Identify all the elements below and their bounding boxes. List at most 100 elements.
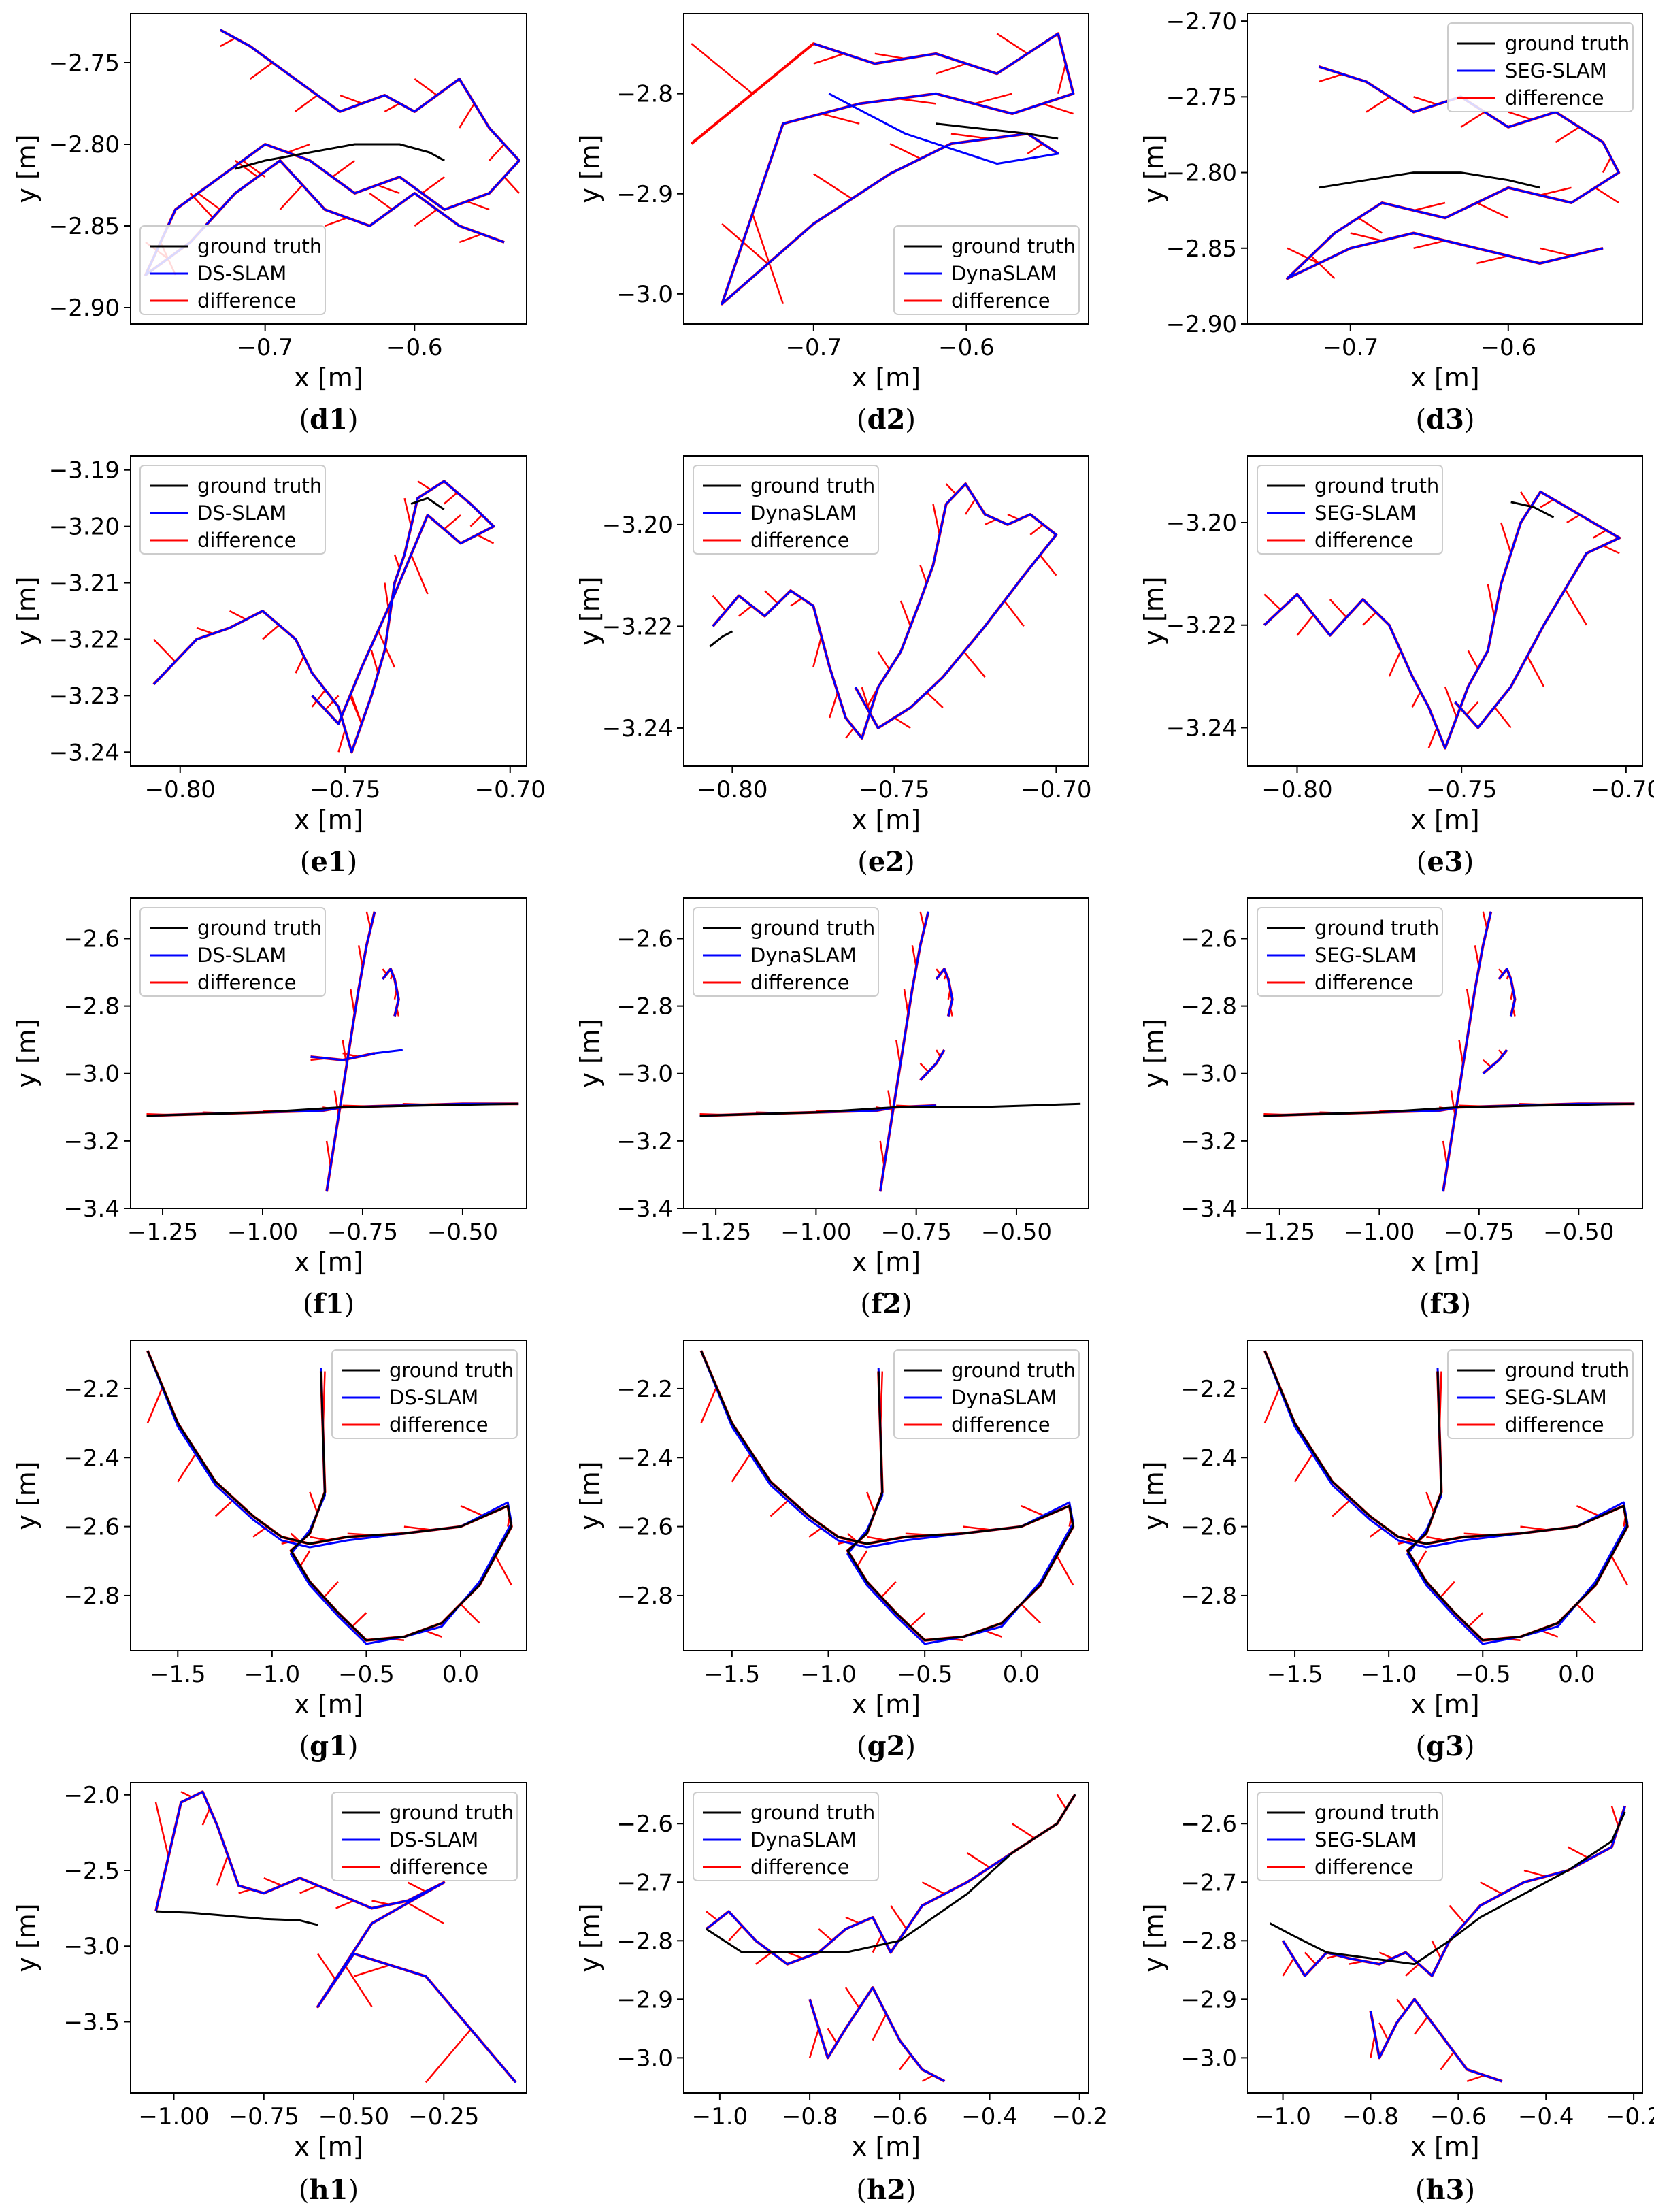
series-est-h1 [154,1790,517,2083]
chart-panel-d3: −0.7 −0.6 −2.70 −2.75 −2.80 −2.85 −2.90 x [m] y … [1139,8,1643,435]
difference-segment [1610,1555,1628,1586]
x-axis-label: x [m] [852,805,921,835]
x-axis-label: x [m] [1410,363,1479,393]
caption-index: 2 [887,1730,906,1762]
difference-segment [1440,1581,1455,1598]
x-tick-label: −0.70 [1021,776,1091,804]
difference-segment [985,518,997,526]
difference-segment [459,233,482,244]
caption-close-paren: ) [1464,404,1475,435]
series-gt-h2 [706,1794,1076,1953]
difference-segment [443,514,461,530]
plot-area-h2 [705,1794,1076,2083]
difference-segment [337,729,346,753]
y-tick-label: −2.2 [63,1376,120,1403]
y-tick-label: −3.4 [63,1195,120,1223]
legend-label: difference [197,971,297,994]
difference-segment [966,1852,991,1868]
caption-open-paren: ( [1419,1289,1430,1320]
difference-segment [755,1951,772,1965]
difference-segment [911,945,917,968]
x-tick-label: −1.5 [150,1661,206,1688]
difference-segment [1520,1525,1549,1531]
legend-box [693,1792,879,1881]
legend-label: ground truth [1314,474,1439,497]
legend-box [1257,465,1443,555]
axes-frame-g1 [130,1340,527,1651]
caption-close-paren: ) [905,1731,916,1762]
legend-d3: ground truth SEG-SLAM difference [1447,22,1634,112]
series-gt-d2 [936,122,1059,140]
difference-segment [731,1452,752,1483]
plot-area-g2 [699,1350,1075,1645]
x-tick-label: 0.0 [442,1661,479,1688]
difference-segment [1539,247,1572,257]
legend-label: ground truth [389,1801,514,1824]
difference-segment [476,533,495,544]
panel-caption-e1: (e1) [300,846,358,878]
difference-segment [1482,911,1488,929]
caption-letter: f [313,1288,327,1320]
axes-frame-e1 [130,455,527,767]
legend-box [893,225,1080,315]
difference-segment [425,2028,472,2083]
x-tick-label: −0.80 [1261,776,1332,804]
difference-segment [384,102,400,113]
difference-segment [469,514,483,527]
chart-panel-g2: −1.5 −1.0 −0.5 0.0 −2.2 −2.4 −2.6 −2.8 x [m] y [m… [575,1340,1089,1762]
x-tick-label: −1.00 [138,2103,209,2130]
difference-segment [421,176,445,195]
y-tick-label: −2.6 [616,1811,673,1838]
legend-f1: ground truth DS-SLAM difference [139,907,326,997]
difference-segment [353,1964,391,1977]
difference-segment [1460,111,1485,128]
difference-segment [706,1911,718,1921]
chart-panel-g1: −1.5 −1.0 −0.5 0.0 −2.2 −2.4 −2.6 −2.8 x [m] y [m… [12,1340,527,1762]
difference-segment [350,989,356,1015]
difference-segment [1388,650,1402,677]
legend-box [331,1792,518,1881]
difference-segment [1564,589,1587,626]
legend-label: difference [750,529,850,552]
difference-segment [279,184,303,210]
difference-segment [238,1888,252,1894]
difference-segment [1413,201,1446,212]
difference-segment [229,610,247,621]
difference-segment [1476,201,1509,219]
difference-segment [770,1498,791,1517]
x-tick-label: −0.7 [1323,334,1379,361]
difference-segment [1021,1505,1046,1517]
legend-g2: ground truth DynaSLAM difference [893,1349,1080,1439]
legend-label: difference [750,1855,850,1879]
x-tick-label: −1.0 [1255,2103,1311,2130]
x-tick-label: −1.25 [680,1219,751,1246]
legend-label: DS-SLAM [389,1386,478,1409]
caption-letter: h [867,2174,887,2206]
difference-segment [414,78,437,97]
difference-segment [1567,1846,1591,1860]
x-tick-label: −0.6 [938,334,995,361]
axes-frame-f3 [1247,897,1643,1209]
difference-segment [893,716,911,729]
legend-box [1257,1792,1443,1881]
y-axis-label: y [m] [1139,576,1169,645]
difference-segment [712,595,727,612]
legend-f2: ground truth DynaSLAM difference [693,907,879,997]
caption-close-paren: ) [905,404,916,435]
difference-segment [1329,599,1347,618]
axes-frame-d3 [1247,13,1643,325]
legend-label: DS-SLAM [197,501,286,525]
caption-close-paren: ) [1464,2175,1475,2206]
difference-segment [1576,1603,1596,1624]
chart-panel-h2: −1.0 −0.8 −0.6 −0.4 −0.2 −2.6 −2.7 −2.8 −2.9 −3.0… [575,1782,1108,2206]
x-axis-label: x [m] [852,1247,921,1277]
y-tick-label: −3.0 [616,2045,673,2072]
panel-caption-h3: (h3) [1415,2174,1475,2206]
x-axis-label: x [m] [1410,1689,1479,1719]
plot-area-f3 [1263,911,1635,1192]
series-est-f2 [699,911,954,1192]
x-tick-label: −1.00 [227,1219,298,1246]
difference-segment [384,582,391,617]
y-tick-label: −3.0 [63,1061,120,1088]
